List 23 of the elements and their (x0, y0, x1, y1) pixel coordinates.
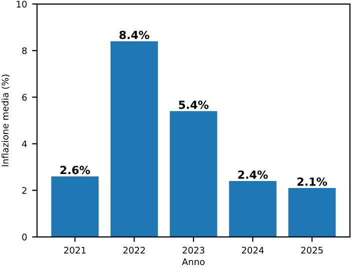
x-tick-label: 2025 (301, 246, 323, 254)
y-tick-label: 4 (22, 140, 27, 148)
x-axis-title: Anno (182, 258, 205, 266)
x-tick-label: 2022 (123, 246, 145, 254)
y-axis-title: Inflazione media (%) (2, 74, 10, 166)
x-tick-label: 2021 (64, 246, 86, 254)
y-tick-label: 10 (16, 0, 27, 8)
bar (110, 41, 158, 237)
x-tick-label: 2024 (242, 246, 264, 254)
bar (288, 188, 336, 237)
bar (51, 176, 99, 237)
x-tick-label: 2023 (182, 246, 204, 254)
data-label: 2.1% (297, 177, 328, 186)
data-label: 8.4% (119, 30, 150, 40)
y-tick-label: 8 (22, 47, 27, 54)
y-tick-label: 2 (22, 187, 26, 194)
bar (170, 111, 218, 237)
y-tick-label: 0 (22, 234, 27, 240)
data-label: 5.4% (178, 100, 209, 109)
y-tick-label: 6 (22, 94, 27, 101)
data-label: 2.4% (238, 170, 268, 179)
data-label: 2.6% (60, 166, 90, 174)
bar (229, 181, 276, 237)
